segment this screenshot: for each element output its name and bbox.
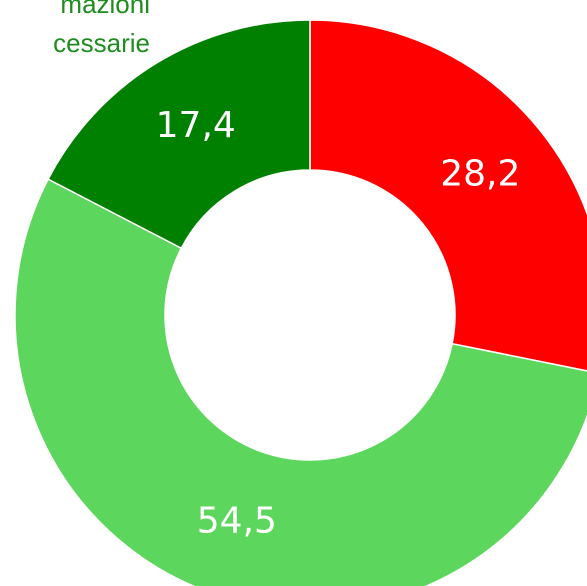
slice	[47, 19, 311, 250]
annotation: cessarie	[53, 28, 150, 58]
value-label: 54,5	[197, 500, 277, 541]
value-label: 28,2	[440, 154, 520, 195]
annotation: mazioni	[60, 0, 150, 19]
slice	[309, 19, 587, 372]
value-label: 17,4	[156, 105, 236, 146]
slice	[14, 178, 587, 586]
slices	[14, 19, 587, 586]
